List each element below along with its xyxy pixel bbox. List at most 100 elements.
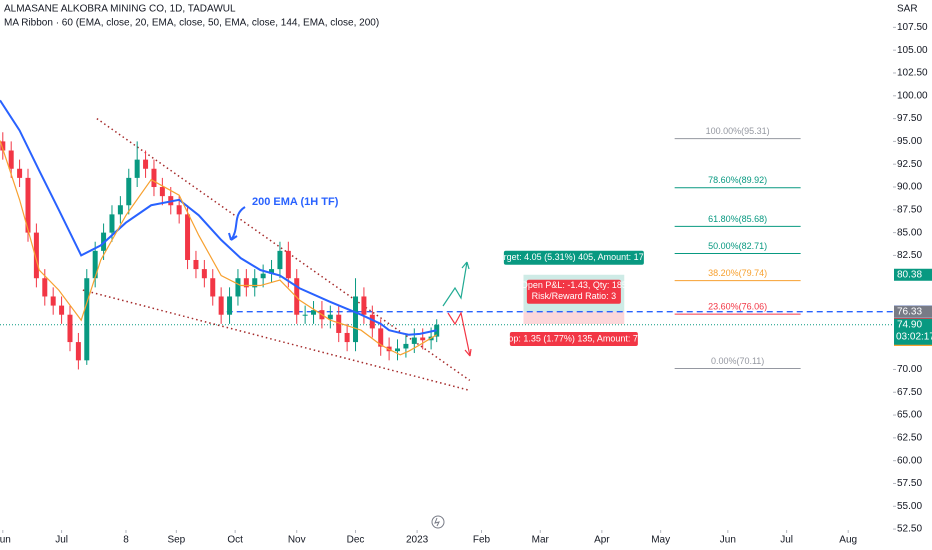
candle-body xyxy=(311,310,317,315)
candle-body xyxy=(185,214,191,260)
x-tick-label: Apr xyxy=(594,535,610,546)
last-price-label: 74.90 xyxy=(897,319,922,330)
x-tick-label: May xyxy=(651,535,670,546)
candle-body xyxy=(252,278,258,288)
target-label: Target: 4.05 (5.31%) 405, Amount: 1750 xyxy=(494,252,654,262)
x-tick-label: Feb xyxy=(473,535,491,546)
candle-body xyxy=(50,296,56,306)
candle-body xyxy=(0,141,6,151)
candle-body xyxy=(92,250,98,279)
candle-body xyxy=(369,314,375,329)
chart-subtitle: MA Ribbon · 60 (EMA, close, 20, EMA, clo… xyxy=(4,18,379,29)
annotation: 200 EMA (1H TF) xyxy=(252,196,339,208)
x-tick-label: Nov xyxy=(288,535,306,546)
y-tick-label: 67.50 xyxy=(897,387,922,398)
bear-arrow xyxy=(447,311,472,357)
fib-label: 0.00%(70.11) xyxy=(711,356,764,366)
y-tick-label: 90.00 xyxy=(897,182,922,193)
chart-title: ALMASANE ALKOBRA MINING CO, 1D, TADAWUL xyxy=(4,4,236,15)
candle-body xyxy=(25,177,31,233)
x-tick-label: Jul xyxy=(780,535,793,546)
y-tick-label: 97.50 xyxy=(897,113,922,124)
candle-body xyxy=(59,305,65,315)
y-tick-label: 82.50 xyxy=(897,250,922,261)
y-tick-label: 57.50 xyxy=(897,478,922,489)
ratio-label: Risk/Reward Ratio: 3 xyxy=(532,291,617,301)
candle-body xyxy=(126,177,132,206)
fib-label: 100.00%(95.31) xyxy=(706,126,770,136)
price-label-box xyxy=(894,305,932,318)
y-tick-label: 95.00 xyxy=(897,136,922,147)
y-tick-label: 107.50 xyxy=(897,22,928,33)
y-tick-label: 60.00 xyxy=(897,455,922,466)
candle-body xyxy=(75,342,81,361)
candle-body xyxy=(143,159,149,169)
y-tick-label: 52.50 xyxy=(897,524,922,535)
fib-label: 78.60%(89.92) xyxy=(708,175,767,185)
y-tick-label: 62.50 xyxy=(897,433,922,444)
price-label: 80.38 xyxy=(897,269,922,280)
candle-body xyxy=(277,250,283,270)
x-tick-label: Jul xyxy=(55,535,68,546)
candle-body xyxy=(285,250,291,279)
stop-label: Stop: 1.35 (1.77%) 135, Amount: 750 xyxy=(500,333,648,343)
target-label-box xyxy=(503,250,644,265)
candle-body xyxy=(159,187,165,197)
candle-body xyxy=(193,259,199,270)
x-tick-label: Mar xyxy=(532,535,550,546)
pnl-box xyxy=(526,279,621,304)
x-tick-label: Oct xyxy=(227,535,243,546)
fib-label: 23.60%(76.06) xyxy=(708,302,767,312)
candle-body xyxy=(269,269,275,274)
candle-body xyxy=(151,168,157,188)
stop-label-box xyxy=(509,332,638,347)
candle-body xyxy=(109,214,115,233)
candle-body xyxy=(353,296,359,343)
replay-icon[interactable] xyxy=(431,515,445,529)
candle-body xyxy=(67,314,73,343)
price-label-box xyxy=(894,268,932,281)
y-tick-label: 105.00 xyxy=(897,45,928,56)
candle-body xyxy=(117,205,123,215)
last-price-label-countdown: 03:02:17 xyxy=(896,331,932,342)
trendline xyxy=(82,289,470,392)
candle-body xyxy=(378,328,384,347)
y-tick-label: 65.00 xyxy=(897,410,922,421)
last-price-label-box xyxy=(894,318,932,345)
candle-body xyxy=(218,296,224,315)
plot: 100.00%(95.31) 78.60%(89.92) 61.80%(85.68)… xyxy=(0,26,896,533)
candle-body xyxy=(344,332,350,343)
moving-average xyxy=(0,99,437,336)
y-tick-label: 100.00 xyxy=(897,90,928,101)
price-label: 76.33 xyxy=(897,306,922,317)
x-tick-label: Jun xyxy=(720,535,736,546)
moving-average xyxy=(0,140,438,356)
candle-body xyxy=(361,296,367,315)
fib-label: 50.00%(82.71) xyxy=(708,241,767,251)
stop-zone xyxy=(523,311,625,325)
fib-label: 38.20%(79.74) xyxy=(708,268,767,278)
currency: SAR xyxy=(897,4,918,15)
candle-body xyxy=(260,273,266,279)
y-tick-label: 102.50 xyxy=(897,68,928,79)
y-tick-label: 85.00 xyxy=(897,227,922,238)
x-tick-label: Dec xyxy=(347,535,365,546)
candle-body xyxy=(411,337,417,344)
candle-body xyxy=(134,159,140,178)
y-tick-label: 70.00 xyxy=(897,364,922,375)
candle-body xyxy=(8,150,14,169)
candle-body xyxy=(227,296,233,315)
y-tick-label: 92.50 xyxy=(897,159,922,170)
fib-label: 61.80%(85.68) xyxy=(708,214,767,224)
candle-body xyxy=(420,337,426,341)
y-tick-label: 87.50 xyxy=(897,204,922,215)
candle-body xyxy=(17,168,23,178)
candle-body xyxy=(84,278,90,361)
candle-body xyxy=(176,205,182,215)
x-tick-label: Aug xyxy=(839,535,857,546)
bull-arrow xyxy=(442,261,470,307)
candle-body xyxy=(33,232,39,279)
candle-body xyxy=(210,278,216,297)
